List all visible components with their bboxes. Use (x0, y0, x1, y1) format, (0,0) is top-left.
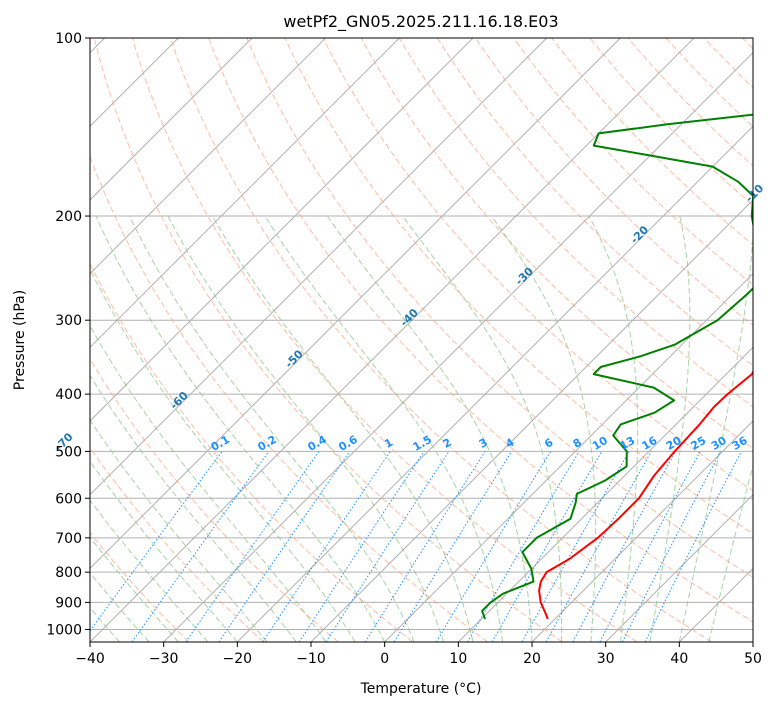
moist-adiabat-line (649, 215, 691, 642)
dry-adiabat-line (246, 38, 753, 578)
x-tick-label: 50 (744, 651, 762, 667)
x-tick-label: 0 (380, 651, 389, 667)
dry-adiabat-line (398, 38, 753, 408)
mixing-ratio-line (621, 451, 722, 642)
y-tick-label: 500 (55, 444, 82, 460)
y-tick-label: 100 (55, 31, 82, 47)
temperature-profile-line (538, 369, 753, 620)
x-tick-label: −30 (149, 651, 179, 667)
mixing-ratio-line (491, 451, 603, 642)
mixing-ratio-line (131, 451, 270, 642)
mixing-ratio-line (572, 451, 676, 642)
y-tick-label: 1000 (46, 622, 82, 638)
x-tick-label: 20 (523, 651, 541, 667)
mixing-ratio-line (393, 451, 513, 642)
dry-adiabat-line (284, 38, 753, 535)
plot-frame (89, 37, 754, 643)
moist-adiabat-line (90, 572, 150, 642)
isotherm-line (605, 493, 753, 642)
axes-ticks: −40 −30 −20 −10 0 10 20 30 40 50 100 200 300 400 500 60… (46, 31, 762, 667)
dry-adiabat-line (436, 38, 753, 367)
mixing-ratio-line (521, 451, 630, 642)
isotherm-line (90, 38, 400, 349)
moist-adiabat-line (708, 463, 753, 642)
moist-adiabat-line (90, 324, 327, 642)
moist-adiabat-line (678, 230, 753, 642)
moist-adiabat-line (90, 499, 209, 642)
mixing-ratio-line (185, 451, 320, 642)
x-axis-label: Temperature (°C) (360, 681, 482, 697)
moist-adiabat-line (90, 419, 268, 642)
y-tick-label: 700 (55, 531, 82, 547)
x-tick-label: 30 (597, 651, 615, 667)
moist-adiabat-line (588, 215, 639, 642)
mixing-ratio-line (364, 451, 486, 642)
y-tick-label: 200 (55, 209, 82, 225)
chart-title: wetPf2_GN05.2025.211.16.18.E03 (283, 12, 558, 32)
data-layer (481, 113, 753, 620)
dry-adiabat-line (360, 38, 753, 450)
mixing-ratio-line (90, 451, 223, 632)
dry-adiabat-line (93, 38, 563, 642)
mixing-ratio-line (545, 451, 652, 642)
moist-adiabat-line (167, 215, 445, 642)
moist-adiabat-line (90, 460, 238, 642)
isotherm-line (90, 38, 253, 201)
isotherm-line (531, 420, 753, 642)
moist-adiabat-line (326, 215, 533, 642)
mixing-ratio-line (325, 451, 450, 642)
y-tick-label: 400 (55, 387, 82, 403)
dry-adiabat-line (90, 262, 414, 642)
dry-adiabat-line (90, 358, 339, 642)
mixing-ratio-line (298, 451, 425, 642)
y-tick-label: 300 (55, 313, 82, 329)
mixing-ratio-line (599, 451, 701, 642)
moist-adiabat-line (264, 215, 503, 642)
y-tick-label: 900 (55, 595, 82, 611)
moist-adiabat-line (90, 374, 297, 642)
isotherm-line (90, 38, 695, 642)
isotherm-line (236, 125, 753, 642)
isotherm-line (90, 38, 327, 275)
moist-adiabat-line (95, 215, 386, 642)
x-tick-label: −10 (296, 651, 326, 667)
y-tick-label: 600 (55, 491, 82, 507)
moist-adiabat-line (212, 215, 474, 642)
moist-adiabat-line (129, 215, 415, 642)
y-axis-label: Pressure (hPa) (12, 290, 28, 390)
isotherm-line (90, 38, 621, 570)
moist-adiabat-line (402, 215, 563, 642)
x-tick-label: 10 (449, 651, 467, 667)
isotherm-line (90, 38, 548, 496)
mixing-ratio-line (644, 451, 742, 642)
dry-adiabat-line (90, 531, 190, 642)
moist-adiabat-line (491, 215, 597, 642)
moist-adiabat-line (90, 268, 356, 642)
isotherm-line (384, 272, 753, 642)
moist-adiabat-line (90, 536, 179, 642)
isotherm-line (90, 38, 474, 422)
dewpoint-profile-line (481, 113, 753, 620)
y-tick-label: 800 (55, 565, 82, 581)
dry-adiabat-line (208, 38, 753, 623)
x-tick-label: 40 (670, 651, 688, 667)
grid-layer (90, 38, 753, 642)
x-tick-label: −20 (223, 651, 253, 667)
dry-adiabat-line (131, 38, 638, 642)
x-tick-label: −40 (75, 651, 105, 667)
isotherm-line (457, 346, 753, 642)
dry-adiabat-line (322, 38, 753, 492)
isotherm-line (163, 51, 753, 642)
